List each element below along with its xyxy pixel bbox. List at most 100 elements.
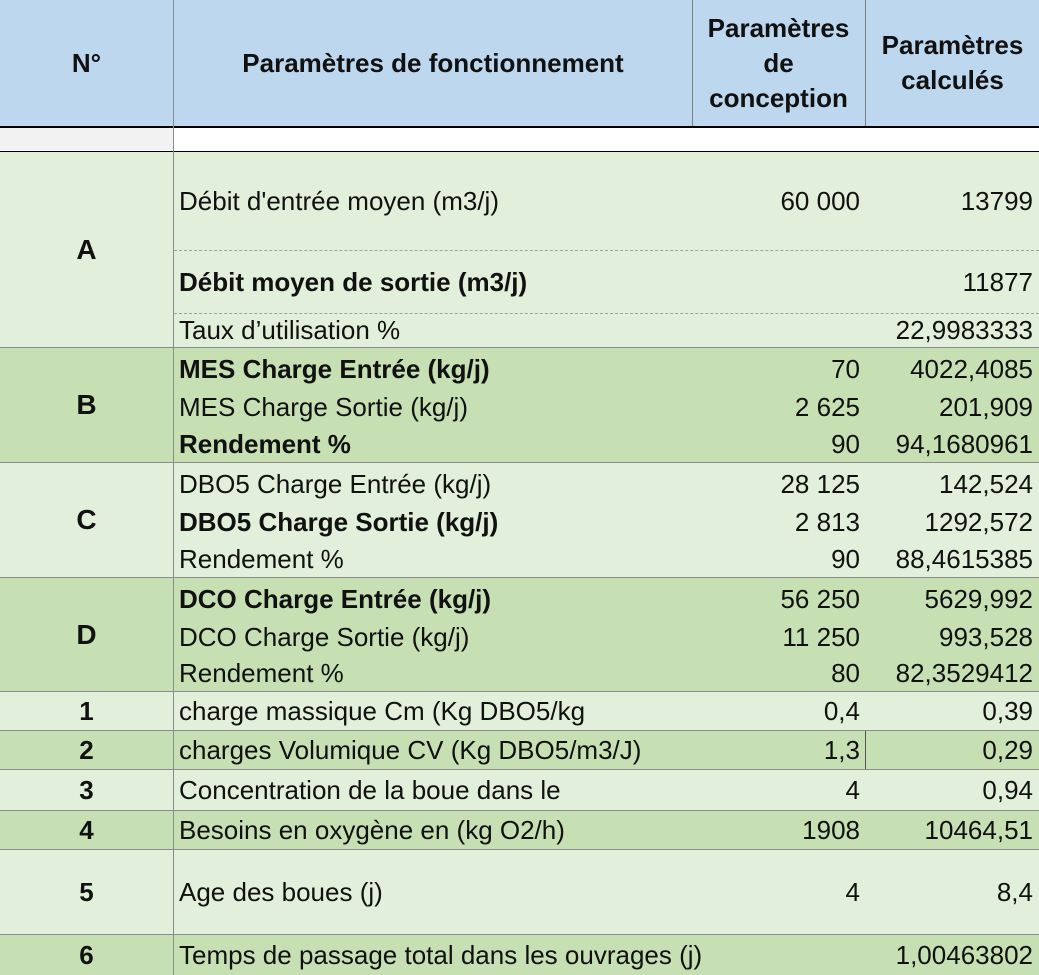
group-id[interactable]: 4 [79, 814, 94, 845]
calculated-value: 201,909 [939, 391, 1033, 422]
calculated-value: 0,94 [982, 774, 1033, 805]
header-number[interactable]: N° [71, 47, 102, 78]
column-divider [173, 0, 174, 975]
table-row[interactable]: charge massique Cm (Kg DBO5/kg 0,4 0,39 [174, 692, 1039, 730]
design-value [693, 314, 860, 347]
group-border [0, 577, 1039, 578]
calculated-value: 1292,572 [924, 506, 1033, 537]
design-value: 2 625 [794, 391, 860, 422]
group-b: B MES Charge Entrée (kg/j) 70 4022,4085 … [0, 348, 1039, 462]
design-value: 56 250 [780, 583, 860, 614]
group-id[interactable]: 1 [79, 695, 94, 726]
column-divider [865, 0, 866, 126]
calculated-value: 10464,51 [924, 814, 1033, 845]
group-id[interactable]: B [76, 389, 97, 420]
table-row[interactable]: Rendement % 90 94,1680961 [174, 426, 1039, 462]
design-value: 0,4 [823, 695, 860, 726]
calculated-value: 1,00463802 [895, 939, 1033, 970]
table-row[interactable]: Temps de passage total dans les ouvrages… [174, 935, 1039, 975]
row-label: Rendement % [179, 543, 344, 574]
row-label: Débit d'entrée moyen (m3/j) [179, 185, 499, 216]
design-value: 80 [831, 658, 860, 688]
table-row[interactable]: MES Charge Entrée (kg/j) 70 4022,4085 [174, 350, 1039, 388]
row-label: DBO5 Charge Entrée (kg/j) [179, 468, 492, 499]
row-label: DCO Charge Sortie (kg/j) [179, 621, 470, 652]
group-border [0, 462, 1039, 463]
row-label: charge massique Cm (Kg DBO5/kg [179, 695, 586, 726]
calculated-value: 0,29 [982, 734, 1033, 765]
design-value [693, 251, 860, 313]
group-border [0, 347, 1039, 348]
table-top-border [0, 151, 1039, 152]
design-value: 2 813 [794, 506, 860, 537]
group-5: 5 Age des boues (j) 4 8,4 [0, 850, 1039, 934]
row-label: Besoins en oxygène en (kg O2/h) [179, 814, 565, 845]
group-1: 1 charge massique Cm (Kg DBO5/kg 0,4 0,3… [0, 692, 1039, 730]
calculated-value: 5629,992 [924, 583, 1033, 614]
row-separator [174, 250, 1039, 251]
table-row[interactable]: charges Volumique CV (Kg DBO5/m3/J) 1,3 … [174, 731, 1039, 769]
group-c: C DBO5 Charge Entrée (kg/j) 28 125 142,5… [0, 463, 1039, 577]
table-row[interactable]: Taux d’utilisation % 22,9983333 [174, 314, 1039, 347]
table-row[interactable]: DCO Charge Entrée (kg/j) 56 250 5629,992 [174, 580, 1039, 618]
design-value [693, 935, 860, 975]
design-value: 4 [845, 774, 860, 805]
group-border [0, 691, 1039, 692]
row-label: charges Volumique CV (Kg DBO5/m3/J) [179, 734, 642, 765]
row-label: Rendement % [179, 428, 351, 459]
group-6: 6 Temps de passage total dans les ouvrag… [0, 935, 1039, 975]
table-row[interactable]: Débit moyen de sortie (m3/j) 11877 [174, 251, 1039, 313]
group-border [0, 810, 1039, 811]
calculated-value: 22,9983333 [895, 315, 1033, 345]
table-row[interactable]: DCO Charge Sortie (kg/j) 11 250 993,528 [174, 618, 1039, 656]
table-row[interactable]: Age des boues (j) 4 8,4 [174, 850, 1039, 934]
calculated-value: 13799 [960, 185, 1033, 216]
group-d: D DCO Charge Entrée (kg/j) 56 250 5629,9… [0, 578, 1039, 691]
header-parameters[interactable]: Paramètres de fonctionnement [242, 47, 624, 78]
group-2: 2 charges Volumique CV (Kg DBO5/m3/J) 1,… [0, 731, 1039, 769]
table-row[interactable]: Débit d'entrée moyen (m3/j) 60 000 13799 [174, 152, 1039, 250]
group-border [0, 934, 1039, 935]
group-id[interactable]: 3 [79, 774, 94, 805]
design-value: 1908 [802, 814, 860, 845]
group-4: 4 Besoins en oxygène en (kg O2/h) 1908 1… [0, 811, 1039, 849]
table-row[interactable]: DBO5 Charge Sortie (kg/j) 2 813 1292,572 [174, 503, 1039, 541]
table-row[interactable]: Besoins en oxygène en (kg O2/h) 1908 104… [174, 811, 1039, 849]
header-design-parameters[interactable]: Paramètres de conception [707, 12, 850, 113]
row-label: Age des boues (j) [179, 876, 383, 907]
column-divider [692, 0, 693, 126]
calculated-value: 94,1680961 [895, 428, 1033, 459]
table-row[interactable]: MES Charge Sortie (kg/j) 2 625 201,909 [174, 388, 1039, 426]
calculated-value: 4022,4085 [910, 353, 1033, 384]
table-row[interactable]: Rendement % 80 82,3529412 [174, 656, 1039, 691]
group-id[interactable]: 2 [79, 734, 94, 765]
row-label: Débit moyen de sortie (m3/j) [179, 266, 528, 297]
group-id[interactable]: C [76, 504, 97, 535]
group-id[interactable]: A [76, 233, 97, 265]
calculated-value: 0,39 [982, 695, 1033, 726]
table-row[interactable]: Rendement % 90 88,4615385 [174, 541, 1039, 577]
group-id[interactable]: D [76, 618, 97, 650]
design-value: 11 250 [782, 621, 860, 652]
calculated-value: 11877 [962, 266, 1033, 297]
row-label: Temps de passage total dans les ouvrages… [179, 939, 703, 970]
row-label: MES Charge Sortie (kg/j) [179, 391, 468, 422]
column-divider [865, 731, 866, 769]
group-border [0, 730, 1039, 731]
row-label: MES Charge Entrée (kg/j) [179, 353, 490, 384]
group-id[interactable]: 6 [79, 939, 94, 970]
row-label: Taux d’utilisation % [179, 315, 401, 345]
table-header: N° Paramètres de fonctionnement Paramètr… [0, 0, 1039, 126]
design-value: 70 [831, 353, 860, 384]
calculated-value: 88,4615385 [895, 543, 1033, 574]
group-id[interactable]: 5 [79, 876, 94, 907]
calculated-value: 8,4 [996, 876, 1033, 907]
design-value: 1,3 [823, 734, 860, 765]
empty-cell[interactable] [0, 128, 173, 150]
table-row[interactable]: DBO5 Charge Entrée (kg/j) 28 125 142,524 [174, 465, 1039, 503]
row-label: Concentration de la boue dans le [179, 774, 561, 805]
header-calculated-parameters[interactable]: Paramètres calculés [881, 30, 1024, 95]
design-value: 60 000 [780, 185, 860, 216]
table-row[interactable]: Concentration de la boue dans le 4 0,94 [174, 770, 1039, 810]
